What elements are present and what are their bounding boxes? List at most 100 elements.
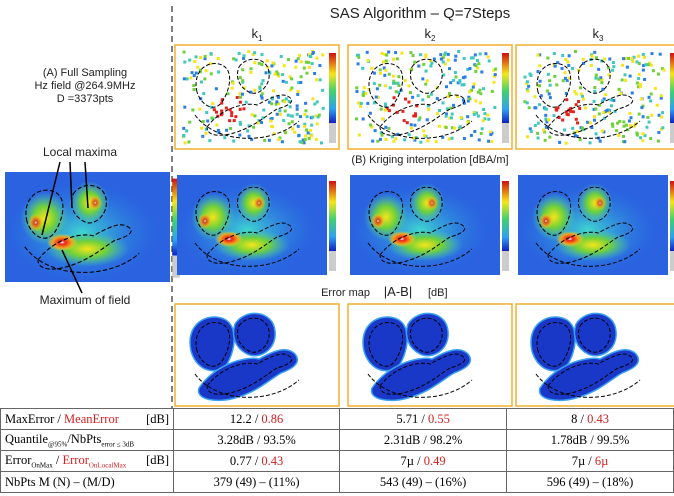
row-caption: Error map (321, 287, 370, 299)
sample-dot (571, 126, 575, 130)
sample-dot (561, 79, 565, 83)
sample-dot (617, 133, 621, 137)
sample-dot (448, 116, 452, 120)
sample-dot (564, 110, 568, 114)
sample-dot (607, 110, 611, 114)
sample-dot (211, 101, 215, 105)
sample-dot (632, 55, 636, 59)
sample-dot (567, 76, 571, 80)
sample-dot (261, 79, 265, 83)
sample-dot (220, 101, 224, 105)
sample-dot (391, 74, 395, 78)
error-map (347, 303, 513, 407)
sample-dot (659, 96, 663, 100)
kriging-map (350, 175, 509, 275)
sample-dot (387, 72, 391, 76)
sample-dot (493, 73, 497, 77)
sample-dot (215, 110, 219, 114)
sample-dot (286, 113, 290, 117)
sample-dot (309, 128, 313, 132)
sample-dot (319, 141, 323, 145)
sample-dot (260, 63, 264, 67)
sample-dot (604, 93, 608, 97)
sample-dot (593, 86, 597, 90)
sample-dot (204, 127, 208, 131)
sample-dot (407, 100, 411, 104)
sample-dot (656, 139, 660, 143)
sample-dot (277, 138, 281, 142)
sample-dot (253, 88, 257, 92)
sample-dot (573, 50, 577, 54)
sample-dot (489, 130, 493, 134)
sample-dot (641, 139, 645, 143)
sample-dot (635, 81, 639, 85)
sample-dot (645, 125, 649, 129)
table-cell: 5.71 / 0.55 (339, 408, 508, 430)
sample-dot (395, 110, 399, 114)
sample-dot (466, 67, 470, 71)
sample-dot (548, 96, 552, 100)
table-cell: 2.31dB / 98.2% (339, 429, 508, 451)
sample-dot (310, 62, 314, 66)
table-row: MaxError / MeanError [dB] 12.2 / 0.86 5.71 … (0, 408, 674, 430)
sample-dot (607, 73, 611, 77)
sample-dot (662, 68, 666, 72)
row-label: MaxError / MeanError [dB] (0, 408, 174, 430)
sample-dot (305, 128, 309, 132)
sample-dot (253, 61, 257, 65)
sample-dot (455, 95, 459, 99)
sample-dot (569, 109, 573, 113)
sample-dot (576, 121, 580, 125)
sample-dot (640, 106, 644, 110)
sample-dot (441, 135, 445, 139)
sample-dot (422, 133, 426, 137)
sample-dot (318, 78, 322, 82)
sample-dot (643, 77, 647, 81)
sample-dot (492, 74, 496, 78)
sample-dot (578, 138, 582, 142)
sample-dot (425, 118, 429, 122)
sample-dot (422, 62, 426, 66)
sample-dot (552, 114, 556, 118)
sample-dot (646, 115, 650, 119)
sample-dot (253, 114, 257, 118)
sample-dot (250, 138, 254, 142)
sample-dot (553, 64, 557, 68)
sample-dot (260, 96, 264, 100)
sample-dot (302, 141, 306, 145)
sample-dot (408, 91, 412, 95)
sample-dot (384, 104, 388, 108)
caption: D =3373pts (57, 93, 114, 105)
sample-dot (372, 101, 376, 105)
sample-dot (628, 124, 632, 128)
sample-dot (441, 56, 445, 60)
sample-dot (260, 120, 264, 124)
sample-dot (234, 58, 238, 62)
sample-dot (209, 105, 213, 109)
sample-dot (452, 78, 456, 82)
sample-dot (214, 87, 218, 91)
sample-dot (364, 92, 368, 96)
sample-dot (466, 99, 470, 103)
sample-dot (281, 79, 285, 83)
sample-dot (355, 89, 359, 93)
sample-dot (638, 82, 642, 86)
sample-dot (370, 66, 374, 70)
sample-dot (277, 74, 281, 78)
sample-dot (525, 81, 529, 85)
sample-dot (605, 108, 609, 112)
sample-dot (546, 72, 550, 76)
sample-dot (257, 119, 261, 123)
sample-dot (527, 106, 531, 110)
sample-dot (238, 100, 242, 104)
sample-dot (190, 71, 194, 75)
sample-dot (472, 112, 476, 116)
subscript: error ≤ 3dB (101, 440, 134, 449)
sample-dot (299, 75, 303, 79)
kriging-map (518, 175, 674, 275)
sample-dot (295, 112, 299, 116)
sample-dot (188, 58, 192, 62)
sample-dot (479, 131, 483, 135)
sample-dot (288, 105, 292, 109)
sample-dot (482, 87, 486, 91)
